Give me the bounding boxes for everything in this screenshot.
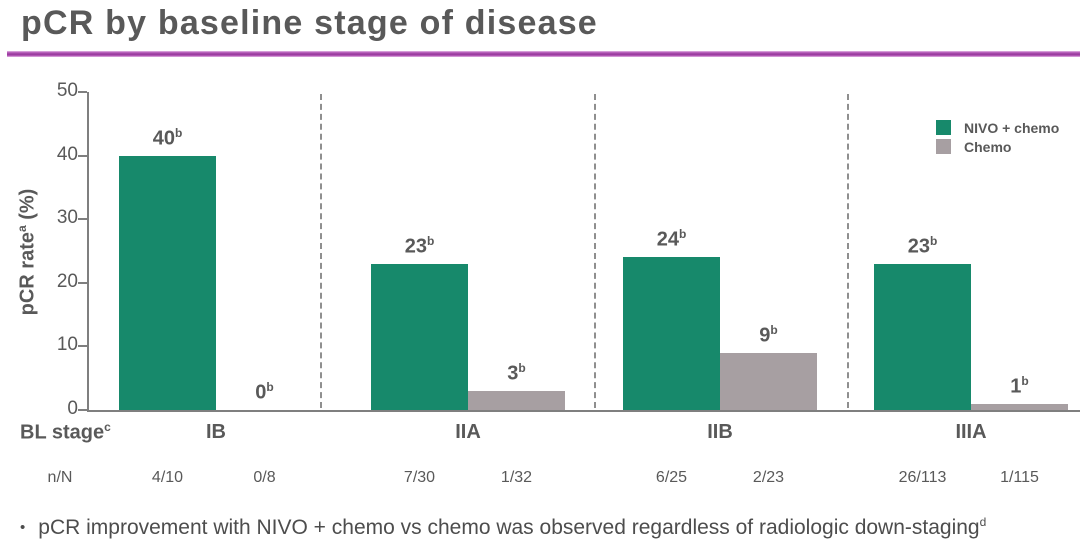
page-title: pCR by baseline stage of disease (21, 4, 598, 42)
bar-value-label: 3b (507, 361, 526, 385)
y-tick-mark (78, 218, 87, 221)
n-over-N-value: 26/113 (898, 469, 947, 486)
y-tick-mark (78, 409, 87, 411)
bar-chemo (720, 353, 817, 410)
x-axis-caption-superscript: c (104, 420, 111, 434)
y-tick-mark (78, 281, 87, 284)
bar-chemo (971, 404, 1068, 410)
x-category-label: IIIA (955, 421, 987, 443)
group-divider-dashed-line (847, 94, 849, 408)
y-tick-label: 0 (67, 398, 78, 419)
x-axis-line (87, 410, 1080, 412)
bar-value-label: 23b (907, 234, 938, 258)
y-tick-label: 40 (56, 143, 78, 165)
n-over-N-value: 1/115 (1000, 469, 1039, 486)
bar-value-label: 0b (255, 380, 274, 404)
group-divider-dashed-line (320, 94, 322, 408)
y-tick-mark (78, 91, 87, 93)
n-over-N-value: 4/10 (151, 469, 184, 486)
footnote-superscript: d (979, 515, 987, 529)
n-over-N-value: 2/23 (752, 469, 785, 486)
bar-value-label: 9b (759, 323, 778, 347)
x-category-label: IIA (455, 421, 481, 443)
x-category-label: IIB (707, 421, 733, 443)
n-over-N-row-label: n/N (47, 469, 73, 486)
group-divider-dashed-line (594, 94, 596, 408)
n-over-N-value: 7/30 (403, 469, 436, 486)
bar-nivo-chemo (371, 264, 468, 410)
legend-label-nivo-chemo: NIVO + chemo (964, 119, 1060, 136)
legend-item-chemo: Chemo (936, 137, 1059, 156)
legend-swatch-chemo (936, 139, 951, 154)
legend: NIVO + chemo Chemo (936, 118, 1059, 156)
y-axis-line (87, 92, 89, 412)
bar-value-label: 40b (152, 126, 183, 150)
legend-label-chemo: Chemo (964, 138, 1012, 155)
y-tick-label: 50 (56, 80, 78, 101)
legend-swatch-nivo-chemo (936, 120, 951, 135)
legend-item-nivo-chemo: NIVO + chemo (936, 118, 1059, 137)
bar-nivo-chemo (119, 156, 216, 410)
bar-nivo-chemo (874, 264, 971, 410)
y-tick-mark (78, 345, 87, 348)
y-tick-label: 10 (56, 334, 78, 356)
x-axis-caption-text: BL stage (20, 421, 105, 444)
bar-value-label: 24b (656, 227, 687, 251)
y-tick-label: 30 (56, 207, 78, 229)
n-over-N-value: 6/25 (655, 469, 688, 486)
bullet-icon: • (20, 519, 26, 536)
footnote-bullet-line: • pCR improvement with NIVO + chemo vs ch… (20, 515, 1070, 540)
y-tick-mark (78, 154, 87, 157)
bar-chemo (468, 391, 565, 410)
n-over-N-value: 0/8 (253, 469, 276, 486)
bar-nivo-chemo (623, 257, 720, 410)
n-over-N-value: 1/32 (500, 469, 533, 486)
title-underline-rule (7, 51, 1080, 57)
x-axis-caption: BL stagec (20, 420, 111, 445)
y-tick-label: 20 (56, 270, 78, 292)
footnote-text: pCR improvement with NIVO + chemo vs che… (38, 516, 980, 539)
bar-value-label: 1b (1010, 374, 1029, 398)
x-category-label: IB (206, 421, 226, 443)
bar-value-label: 23b (404, 234, 435, 258)
